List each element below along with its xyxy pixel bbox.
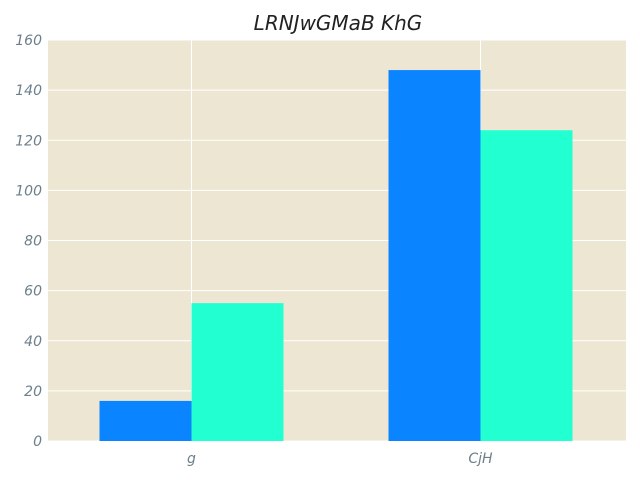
y-tick-label: 160 xyxy=(15,33,42,49)
y-tick-label: 120 xyxy=(15,133,42,149)
y-tick-label: 60 xyxy=(24,284,42,300)
x-tick-label: g xyxy=(187,451,196,467)
y-tick-label: 100 xyxy=(15,183,42,199)
bar-g-series-1 xyxy=(99,400,192,441)
x-axis-ticks: g CjH xyxy=(187,451,493,467)
bar-CjH-series-1 xyxy=(388,70,481,441)
y-tick-label: 20 xyxy=(24,384,42,400)
y-tick-label: 40 xyxy=(24,334,42,350)
y-tick-label: 0 xyxy=(33,434,42,450)
y-tick-label: 80 xyxy=(24,234,42,250)
chart-title: LRNJwGMaB KhG xyxy=(254,11,423,35)
y-axis-ticks: 0 20 40 60 80 100 120 140 160 xyxy=(15,33,42,450)
bar-g-series-2 xyxy=(191,303,284,441)
bar-CjH-series-2 xyxy=(480,130,573,441)
y-tick-label: 140 xyxy=(15,83,42,99)
bars xyxy=(99,70,573,441)
x-tick-label: CjH xyxy=(468,451,493,467)
